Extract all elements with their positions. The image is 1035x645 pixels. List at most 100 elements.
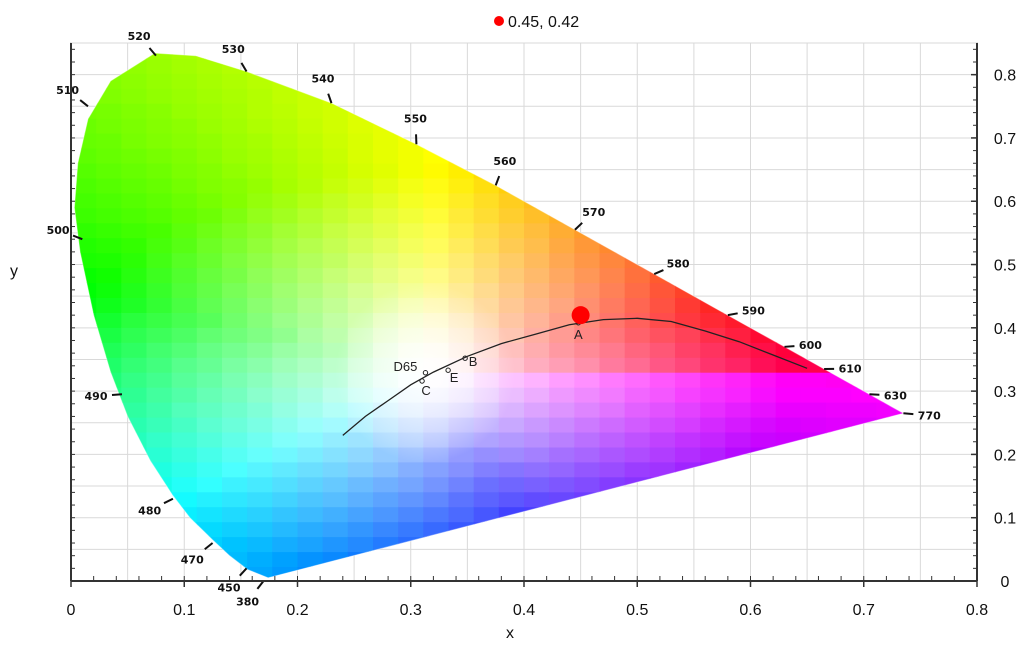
color-cell bbox=[725, 356, 752, 373]
color-cell bbox=[373, 177, 400, 194]
color-cell bbox=[297, 416, 324, 433]
color-cell bbox=[171, 446, 198, 463]
color-cell bbox=[121, 237, 148, 254]
color-cell bbox=[498, 491, 525, 508]
color-cell bbox=[775, 416, 802, 433]
color-cell bbox=[247, 132, 274, 149]
wavelength-tick bbox=[653, 269, 664, 275]
color-cell bbox=[297, 237, 324, 254]
color-cell bbox=[222, 386, 249, 403]
wavelength-label: 560 bbox=[493, 155, 516, 168]
color-cell bbox=[347, 536, 374, 553]
color-cell bbox=[196, 431, 223, 448]
color-cell bbox=[272, 252, 299, 269]
color-cell bbox=[423, 267, 450, 284]
color-cell bbox=[171, 341, 198, 358]
color-cell bbox=[524, 416, 551, 433]
x-tick-label: 0.8 bbox=[966, 602, 988, 619]
color-cell bbox=[347, 521, 374, 538]
color-cell bbox=[423, 476, 450, 493]
color-cell bbox=[121, 356, 148, 373]
color-cell bbox=[297, 341, 324, 358]
color-cell bbox=[297, 401, 324, 418]
color-cell bbox=[171, 312, 198, 328]
color-cell bbox=[96, 326, 123, 343]
color-cell bbox=[347, 237, 374, 254]
color-cell bbox=[624, 356, 651, 373]
color-cell bbox=[171, 117, 198, 134]
color-cell bbox=[96, 162, 123, 179]
color-cell bbox=[146, 57, 173, 74]
color-cell bbox=[247, 416, 274, 433]
color-cell bbox=[700, 356, 727, 373]
color-cell bbox=[297, 491, 324, 508]
color-cell bbox=[423, 162, 450, 179]
color-cell bbox=[121, 267, 148, 284]
color-cell bbox=[272, 446, 299, 463]
color-cell bbox=[297, 297, 324, 313]
color-cell bbox=[272, 282, 299, 298]
color-cell bbox=[74, 207, 98, 224]
color-cell bbox=[322, 282, 349, 298]
color-cell bbox=[247, 566, 274, 578]
color-cell bbox=[750, 371, 777, 388]
color-cell bbox=[347, 461, 374, 478]
white-point-marker bbox=[419, 378, 425, 384]
wavelength-label: 600 bbox=[799, 339, 822, 352]
color-cell bbox=[624, 312, 651, 328]
color-cell bbox=[498, 207, 525, 224]
color-cell bbox=[272, 297, 299, 313]
color-cell bbox=[297, 446, 324, 463]
color-cell bbox=[599, 267, 626, 284]
color-cell bbox=[473, 267, 500, 284]
color-cell bbox=[247, 326, 274, 343]
x-tick-label: 0.4 bbox=[513, 602, 535, 619]
y-tick-label: 0.3 bbox=[994, 384, 1016, 401]
color-cell bbox=[247, 207, 274, 224]
wavelength-tick bbox=[256, 580, 265, 590]
wavelength-label: 520 bbox=[128, 30, 151, 43]
color-cell bbox=[448, 476, 475, 493]
color-cell bbox=[649, 446, 676, 463]
color-cell bbox=[196, 371, 223, 388]
color-cell bbox=[624, 386, 651, 403]
color-cell bbox=[473, 446, 500, 463]
color-cell bbox=[524, 252, 551, 269]
color-cell bbox=[498, 431, 525, 448]
color-cell bbox=[297, 102, 324, 119]
color-cell bbox=[272, 536, 299, 553]
color-cell bbox=[297, 386, 324, 403]
color-cell bbox=[775, 371, 802, 388]
color-cell bbox=[146, 356, 173, 373]
color-cell bbox=[574, 267, 601, 284]
color-cell bbox=[524, 386, 551, 403]
color-cell bbox=[347, 267, 374, 284]
color-cell bbox=[322, 162, 349, 179]
color-cell bbox=[322, 476, 349, 493]
wavelength-label: 630 bbox=[884, 390, 907, 403]
color-cell bbox=[247, 446, 274, 463]
wavelength-label: 540 bbox=[311, 73, 334, 86]
color-cell bbox=[222, 207, 249, 224]
color-cell bbox=[675, 431, 702, 448]
color-cell bbox=[373, 491, 400, 508]
color-cell bbox=[171, 401, 198, 418]
color-cell bbox=[725, 401, 752, 418]
color-cell bbox=[96, 117, 123, 134]
color-cell bbox=[549, 431, 576, 448]
color-cell bbox=[247, 252, 274, 269]
wavelength-tick bbox=[239, 567, 248, 577]
color-cell bbox=[599, 326, 626, 343]
color-cell bbox=[222, 476, 249, 493]
color-cell bbox=[247, 386, 274, 403]
color-cell bbox=[146, 102, 173, 119]
color-cell bbox=[649, 326, 676, 343]
color-cell bbox=[297, 207, 324, 224]
color-cell bbox=[171, 371, 198, 388]
color-cell bbox=[524, 222, 551, 239]
color-cell bbox=[549, 401, 576, 418]
color-cell bbox=[272, 237, 299, 254]
color-cell bbox=[121, 207, 148, 224]
color-cell bbox=[624, 446, 651, 463]
